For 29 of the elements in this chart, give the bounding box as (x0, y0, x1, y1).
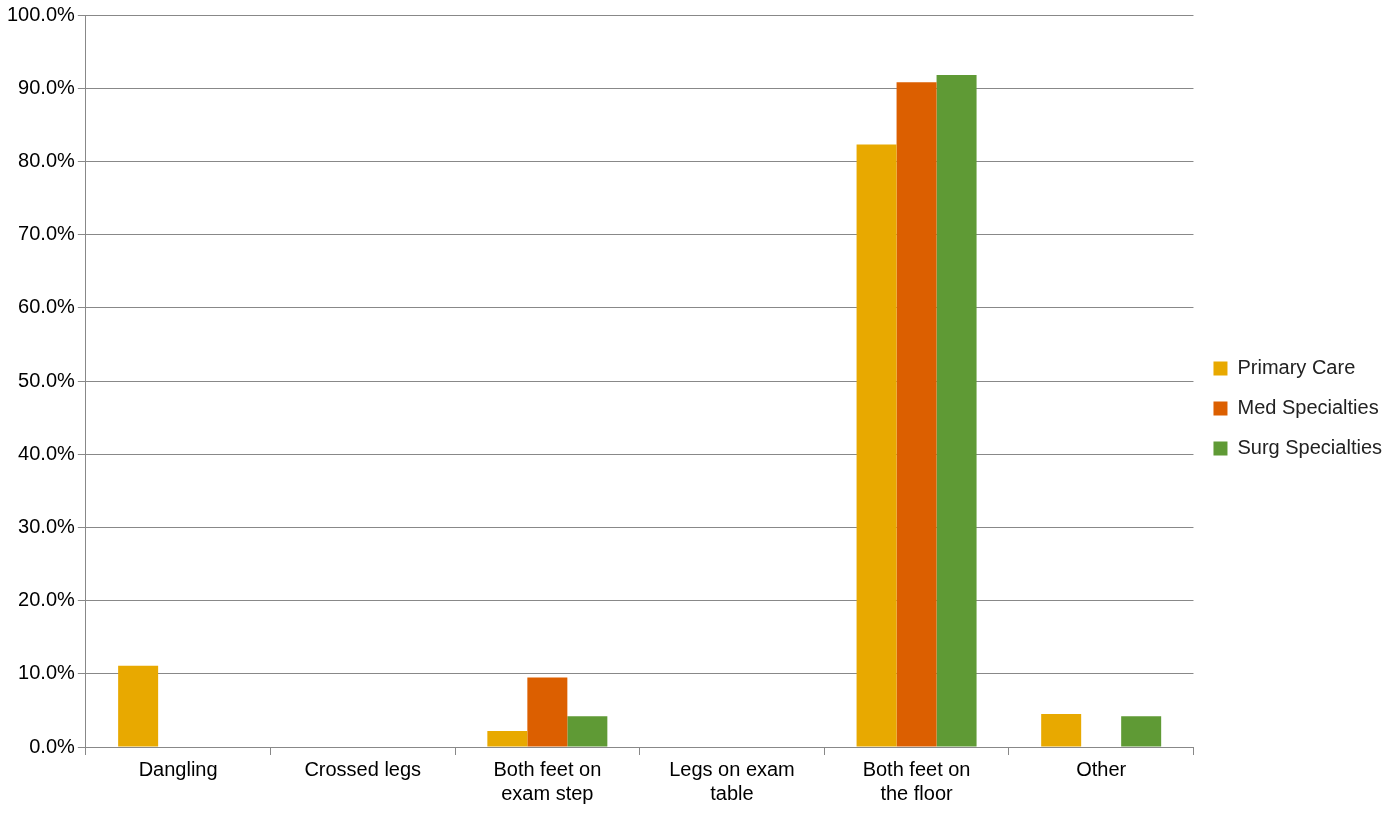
y-tick-label: 60.0% (18, 295, 76, 318)
y-tick-label: 90.0% (18, 75, 76, 98)
y-tick-label: 0.0% (29, 734, 76, 757)
bar (896, 82, 937, 747)
bar (936, 75, 977, 747)
y-tick-label: 30.0% (18, 514, 76, 537)
x-tick-label: Other (1076, 757, 1127, 780)
bar (1121, 716, 1162, 747)
bar (856, 144, 897, 747)
x-tick-label: Dangling (138, 757, 218, 780)
y-tick-label: 20.0% (18, 588, 76, 611)
y-tick-label: 50.0% (18, 368, 76, 391)
bar (487, 730, 528, 747)
y-tick-label: 70.0% (18, 222, 76, 245)
legend-label: Primary Care (1237, 356, 1356, 379)
bar (118, 665, 159, 747)
bar (567, 716, 608, 747)
legend-label: Surg Specialties (1237, 436, 1383, 459)
bar (527, 677, 568, 747)
y-tick-label: 80.0% (18, 148, 76, 171)
x-tick-label: Legs on exam table (669, 757, 795, 804)
x-tick-label: Both feet on exam step (493, 757, 602, 804)
x-tick-label: Crossed legs (304, 757, 422, 780)
x-tick-label: Both feet on the floor (862, 757, 971, 804)
y-tick-label: 10.0% (18, 661, 76, 684)
y-tick-label: 40.0% (18, 441, 76, 464)
y-tick-label: 100.0% (6, 2, 76, 25)
bar (1041, 714, 1082, 747)
legend-label: Med Specialties (1237, 396, 1379, 419)
